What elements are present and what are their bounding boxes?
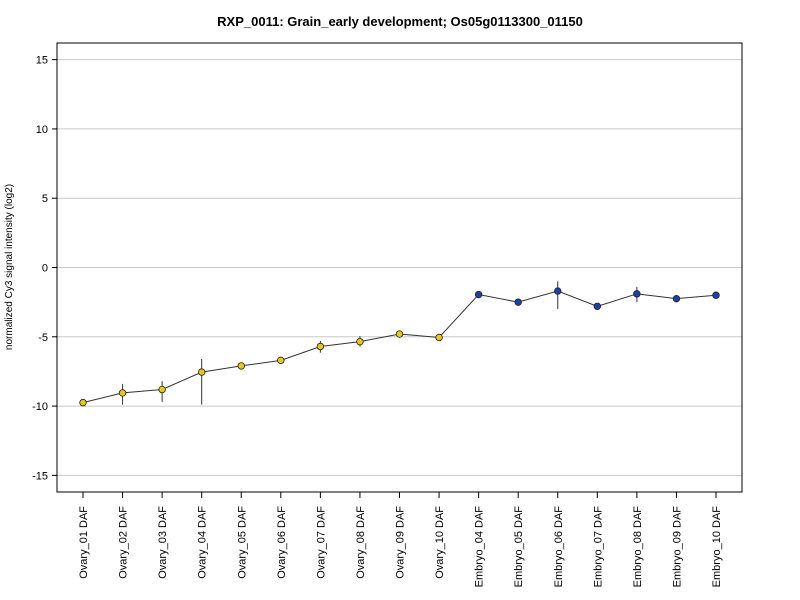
x-tick-label: Embryo_10 DAF (711, 506, 723, 588)
data-point (474, 290, 483, 299)
y-tick-label: -10 (32, 401, 48, 413)
y-axis-label: normalized Cy3 signal intensity (log2) (4, 184, 15, 350)
y-tick-label: 0 (42, 263, 48, 275)
y-tick-label: 5 (42, 193, 48, 205)
data-point (554, 287, 562, 295)
x-tick-label: Ovary_09 DAF (395, 506, 407, 579)
data-point (395, 330, 404, 338)
data-point (316, 342, 325, 351)
y-tick-label: -5 (38, 332, 48, 344)
data-point (197, 368, 206, 376)
data-point (435, 333, 443, 342)
data-point (712, 291, 720, 299)
data-point (158, 385, 166, 394)
data-point (277, 356, 285, 365)
data-point (79, 398, 87, 407)
data-point (356, 337, 364, 346)
x-tick-label: Ovary_08 DAF (355, 506, 367, 579)
y-tick-label: -15 (32, 470, 48, 482)
data-point (593, 302, 602, 311)
y-tick-label: 15 (36, 55, 48, 67)
x-tick-label: Ovary_05 DAF (236, 506, 248, 579)
x-tick-label: Ovary_02 DAF (118, 506, 130, 579)
data-points (79, 287, 720, 407)
x-tick-label: Embryo_04 DAF (474, 506, 486, 588)
x-tick-label: Ovary_01 DAF (78, 506, 90, 579)
y-tick-label: 10 (36, 124, 48, 136)
data-point (237, 362, 245, 370)
x-tick-label: Embryo_05 DAF (513, 506, 525, 588)
data-point (514, 298, 522, 306)
x-tick-label: Embryo_06 DAF (553, 506, 565, 588)
x-tick-label: Embryo_09 DAF (671, 506, 683, 588)
series-line (82, 290, 717, 404)
x-axis: Ovary_01 DAF Ovary_02 DAF Ovary_03 DAF Ovar… (78, 492, 723, 587)
x-tick-label: Ovary_06 DAF (276, 506, 288, 579)
data-point (672, 294, 681, 303)
data-point (633, 290, 641, 298)
chart-title: RXP_0011: Grain_early development; Os05g… (217, 14, 583, 29)
data-point (118, 389, 127, 397)
x-tick-label: Embryo_08 DAF (632, 506, 644, 588)
x-tick-label: Ovary_10 DAF (434, 506, 446, 579)
error-bars (82, 281, 717, 406)
x-tick-label: Embryo_07 DAF (592, 506, 604, 588)
x-tick-label: Ovary_04 DAF (197, 506, 209, 579)
grid-lines (57, 59, 742, 476)
plot-frame (56, 42, 743, 493)
series-polyline (82, 290, 717, 404)
y-axis: 15 10 5 0 -5 -10 -15 (32, 55, 57, 482)
x-tick-label: Ovary_03 DAF (157, 506, 169, 579)
x-tick-label: Ovary_07 DAF (315, 506, 327, 579)
